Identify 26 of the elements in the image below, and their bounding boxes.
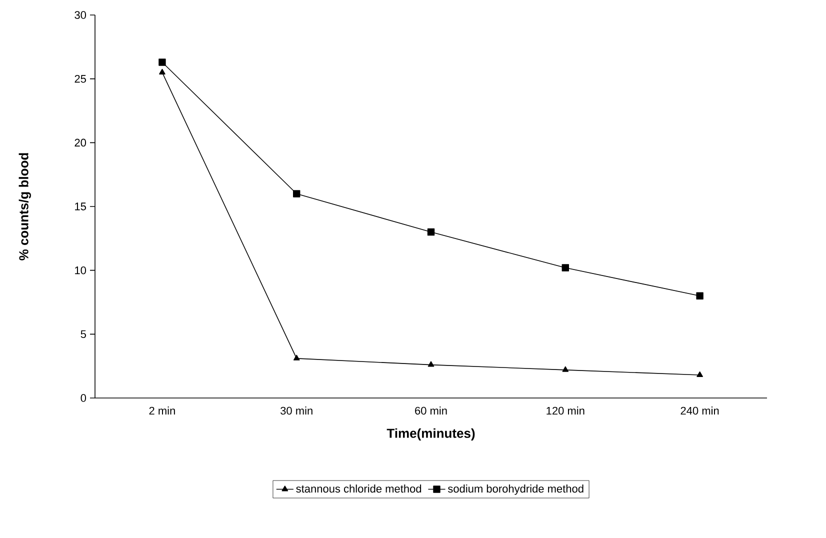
x-axis-title: Time(minutes) <box>386 428 475 440</box>
y-tick-label: 30 <box>74 11 86 19</box>
y-tick-label: 25 <box>74 74 86 83</box>
legend-label: stannous chloride method <box>296 484 422 493</box>
x-tick-label: 2 min <box>149 406 175 415</box>
point <box>696 371 703 378</box>
point <box>562 264 570 272</box>
y-tick-label: 10 <box>75 266 86 274</box>
point <box>696 292 704 300</box>
point <box>293 354 300 360</box>
x-tick-label: 120 min <box>546 406 584 415</box>
point <box>293 190 300 198</box>
y-axis-title: % counts/g blood <box>18 153 31 260</box>
y-tick-label: 15 <box>75 202 86 210</box>
point <box>159 68 166 74</box>
x-tick-label: 30 min <box>280 406 312 415</box>
point <box>562 366 569 372</box>
y-tick-label: 5 <box>80 330 86 338</box>
y-tick-label: 20 <box>74 138 86 147</box>
legend-label: sodium borohydride method <box>448 484 584 495</box>
point <box>158 58 166 66</box>
x-tick-label: 60 min <box>415 406 447 415</box>
point <box>427 228 435 236</box>
x-tick-label: 240 min <box>680 406 719 415</box>
point <box>428 361 434 367</box>
y-tick-label: 0 <box>80 394 86 402</box>
